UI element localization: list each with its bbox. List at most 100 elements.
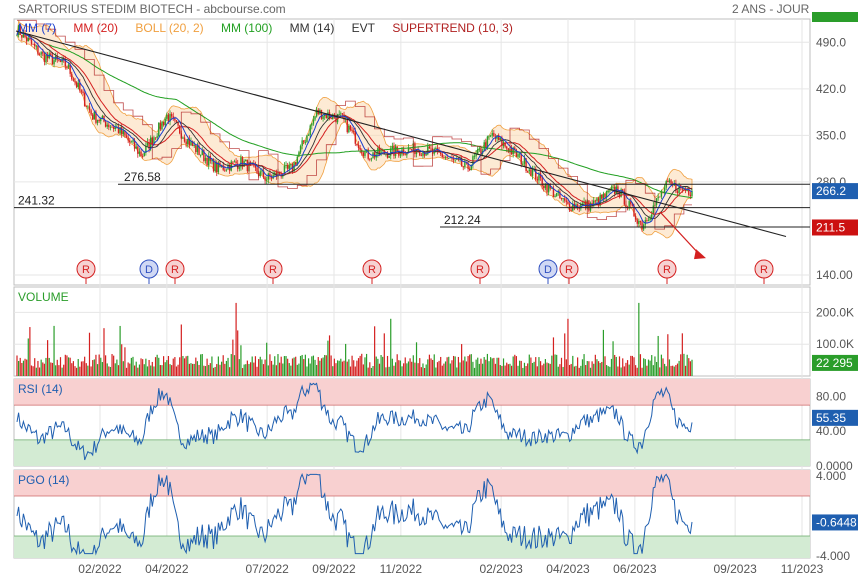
volume-bar (45, 357, 47, 376)
volume-bar (145, 358, 147, 376)
candle-body (351, 129, 353, 131)
legend-mm7[interactable]: MM (7) (18, 21, 56, 35)
volume-bar (96, 364, 99, 376)
volume-bar (420, 367, 422, 376)
candle-body (83, 93, 86, 107)
event-marker (139, 259, 159, 279)
legend-mm20[interactable]: MM (20) (73, 21, 119, 35)
volume-bar (204, 366, 207, 376)
candle-body (64, 59, 67, 67)
candle-body (42, 52, 44, 54)
volume-bar (597, 361, 600, 376)
volume-bar (72, 361, 74, 376)
legend-mm100[interactable]: MM (100) (220, 21, 273, 35)
volume-bar (361, 353, 363, 376)
candle-body (612, 186, 614, 188)
candle-body (224, 169, 226, 171)
volume-bar (678, 360, 680, 376)
candle-body (240, 157, 242, 168)
volume-bar (459, 362, 461, 376)
candle-body (488, 135, 490, 137)
candle-body (27, 37, 29, 42)
candle-body (29, 37, 31, 40)
candle-body (452, 158, 455, 160)
volume-bar (464, 356, 466, 376)
legend-mm14[interactable]: MM (14) (289, 21, 335, 35)
volume-bar (343, 360, 345, 376)
candle-body (96, 119, 99, 123)
volume-bar (382, 356, 384, 376)
volume-bar (630, 355, 632, 376)
volume-bar (346, 361, 348, 376)
volume-bar (233, 355, 236, 376)
candle-body (464, 162, 466, 167)
candle-body (323, 113, 326, 117)
chart-period[interactable]: 2 ANS - JOUR (732, 2, 810, 16)
volume-bar (433, 354, 435, 376)
legend-boll[interactable]: BOLL (20, 2) (135, 21, 204, 35)
candle-body (380, 151, 382, 155)
candle-body (602, 193, 605, 199)
volume-bar (151, 361, 153, 376)
volume-bar (446, 357, 448, 376)
candle-body (32, 43, 34, 45)
candle-body (286, 165, 289, 169)
candle-body (501, 137, 503, 147)
volume-bar (288, 363, 290, 376)
volume-bar (335, 363, 337, 376)
volume-bar (673, 366, 675, 376)
volume-bar (681, 333, 683, 376)
volume-bar (609, 366, 611, 376)
volume-bar (311, 356, 313, 376)
volume-bar (348, 359, 350, 376)
volume-bar (90, 366, 92, 376)
volume-bar (535, 357, 537, 376)
candle-body (272, 174, 274, 179)
volume-bar (32, 366, 34, 376)
volume-bar (457, 356, 460, 376)
volume-bar (586, 361, 588, 376)
candle-body (290, 164, 292, 166)
candle-body (100, 118, 102, 122)
candle-body (322, 116, 324, 119)
candle-body (122, 131, 125, 135)
volume-bar (303, 359, 305, 376)
candle-body (467, 162, 469, 169)
volume-bar (185, 356, 187, 376)
candle-body (641, 222, 643, 230)
volume-bar (122, 361, 124, 376)
candle-body (528, 169, 530, 172)
candle-body (589, 202, 592, 211)
legend-supertrend[interactable]: SUPERTREND (10, 3) (392, 21, 513, 35)
candle-body (652, 205, 655, 215)
candle-body (232, 161, 234, 163)
volume-bar (291, 358, 294, 376)
volume-bar (55, 365, 57, 376)
volume-bar (87, 365, 89, 376)
volume-bar (483, 357, 485, 376)
volume-bar (449, 363, 451, 376)
volume-bar (523, 362, 526, 376)
candle-body (267, 173, 270, 180)
volume-bar (125, 367, 128, 376)
candle-body (623, 191, 626, 205)
candle-body (496, 134, 498, 139)
candle-body (386, 153, 389, 158)
rsi-tick-label: 40.00 (816, 424, 846, 438)
legend-evt[interactable]: EVT (351, 21, 376, 35)
candle-body (112, 127, 115, 129)
candle-body (127, 137, 129, 141)
candle-body (119, 127, 121, 134)
volume-bar (374, 326, 376, 376)
volume-bar (562, 366, 564, 376)
volume-bar (461, 344, 463, 376)
candle-body (446, 157, 448, 159)
candle-body (116, 127, 118, 129)
volume-bar (27, 338, 29, 376)
candle-body (188, 138, 191, 146)
candle-body (570, 209, 572, 211)
volume-bar (38, 367, 41, 376)
candle-body (92, 114, 94, 120)
candle-body (79, 82, 81, 91)
volume-bar (538, 357, 540, 376)
